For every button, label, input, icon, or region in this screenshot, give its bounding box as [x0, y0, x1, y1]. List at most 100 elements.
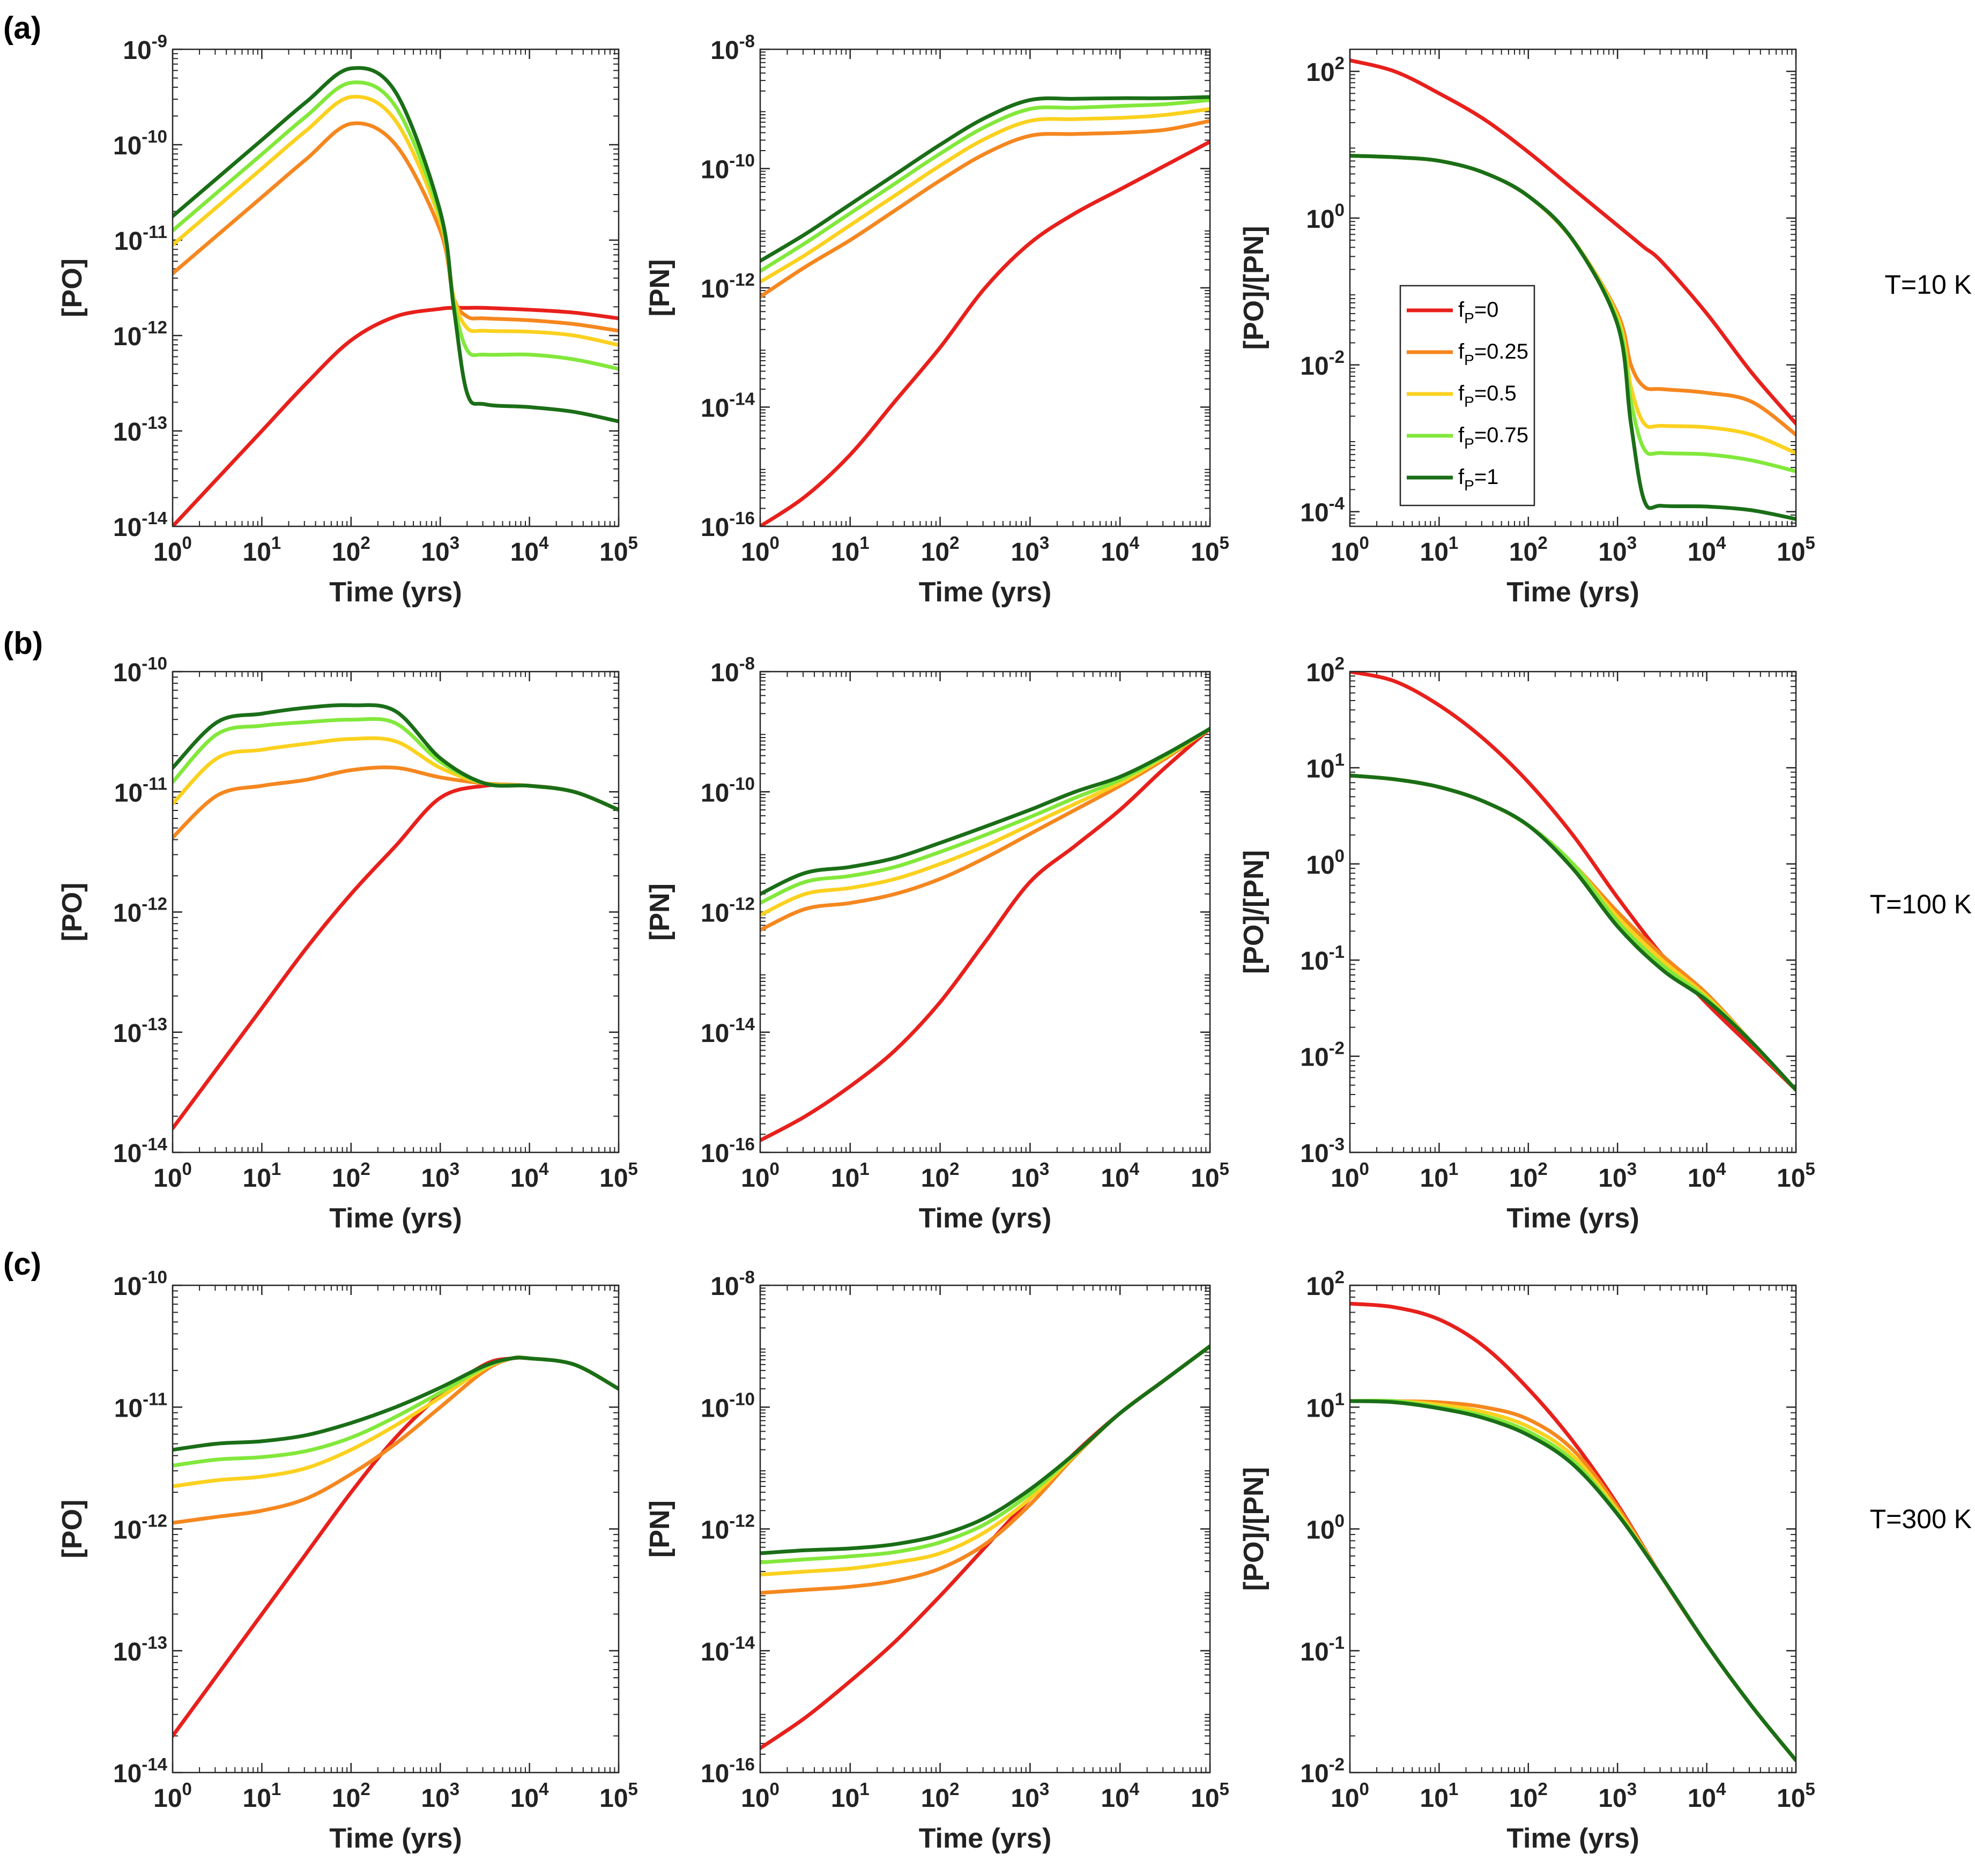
series-line-fP-0-5: [1350, 773, 1796, 1092]
x-tick-label: 100: [741, 1779, 779, 1813]
y-tick-label: 10-12: [701, 894, 755, 928]
minor-ticks: [1350, 1285, 1796, 1773]
series-line-fP-1: [760, 1344, 1210, 1555]
x-tick-label: 102: [1509, 1779, 1548, 1813]
y-axis-label: [PO]: [57, 883, 88, 942]
x-tick-label: 103: [1598, 1159, 1637, 1193]
x-tick-label: 105: [1777, 533, 1815, 567]
plot-b-2: 100 101 102 103 104 105 10-16 10-14 10-12 10-10 10…: [644, 653, 1229, 1234]
y-tick-label: 10-1: [1300, 942, 1345, 976]
series-lines: [760, 727, 1210, 1143]
x-axis-label: Time (yrs): [329, 1203, 462, 1234]
series-lines: [1350, 672, 1796, 1092]
series-line-fP-0-25: [760, 727, 1210, 932]
x-tick-label: 103: [1598, 1779, 1637, 1813]
x-tick-label: 101: [831, 1779, 870, 1813]
x-axis-label: Time (yrs): [1506, 1203, 1639, 1234]
major-ticks: [1349, 671, 1797, 1153]
major-ticks: [172, 671, 620, 1153]
panel-labels: (a) (b) (c): [3, 11, 43, 1282]
series-line-fP-0-25: [173, 121, 619, 333]
x-tick-label: 105: [1777, 1159, 1815, 1193]
y-tick-label: 10-13: [113, 413, 167, 446]
x-tick-label: 104: [1101, 1159, 1139, 1193]
y-axis-label: [PO]/[PN]: [1238, 226, 1269, 349]
series-line-fP-0: [173, 1356, 619, 1738]
y-tick-label: 10-16: [701, 1134, 755, 1168]
series-line-fP-0-5: [173, 94, 619, 347]
series-line-fP-0-75: [173, 717, 619, 812]
series-line-fP-1: [760, 727, 1210, 896]
x-tick-label: 104: [1688, 1779, 1726, 1813]
series-line-fP-0-5: [760, 1344, 1210, 1577]
axes-frame: [1349, 671, 1797, 1153]
y-tick-label: 10-4: [1300, 494, 1345, 527]
legend-entry: fP=0.5: [1458, 382, 1517, 410]
y-tick-label: 10-12: [113, 1511, 167, 1545]
x-tick-label: 105: [599, 1159, 638, 1193]
x-tick-label: 103: [421, 1159, 459, 1193]
x-tick-label: 101: [831, 533, 870, 567]
y-axis-label: [PO]: [57, 258, 88, 317]
y-tick-label: 10-12: [701, 270, 755, 303]
x-axis-label: Time (yrs): [329, 577, 462, 608]
series-line-fP-0-25: [760, 119, 1210, 299]
series-line-fP-1: [760, 95, 1210, 263]
x-tick-label: 105: [599, 533, 638, 567]
y-tick-label: 10-8: [710, 31, 755, 65]
panel-label: (b): [3, 626, 43, 661]
y-tick-label: 10-11: [114, 773, 167, 807]
y-tick-label: 10-11: [114, 1389, 167, 1423]
y-tick-label: 10-10: [113, 653, 167, 687]
series-line-fP-0-75: [173, 80, 619, 371]
row-temperature-label: T=100 K: [1870, 889, 1972, 919]
series-line-fP-0-25: [173, 765, 619, 839]
y-tick-label: 10-13: [113, 1014, 167, 1048]
x-tick-label: 104: [1101, 1779, 1139, 1813]
y-tick-label: 102: [1306, 53, 1345, 87]
series-line-fP-0: [760, 139, 1210, 526]
minor-ticks: [173, 672, 619, 1152]
minor-ticks: [1350, 49, 1796, 526]
x-tick-label: 101: [1420, 1779, 1459, 1813]
x-tick-label: 103: [1598, 533, 1637, 567]
y-axis-label: [PO]/[PN]: [1238, 1467, 1269, 1591]
x-tick-label: 102: [1509, 1159, 1548, 1193]
x-tick-label: 101: [243, 533, 281, 567]
y-tick-label: 10-12: [113, 317, 167, 351]
x-tick-label: 105: [1777, 1779, 1815, 1813]
x-axis-label: Time (yrs): [919, 577, 1052, 608]
minor-ticks: [760, 672, 1210, 1152]
series-lines: [760, 1344, 1210, 1751]
y-tick-label: 100: [1306, 200, 1345, 234]
y-tick-label: 10-13: [113, 1633, 167, 1666]
series-line-fP-0-5: [760, 727, 1210, 917]
x-axis-label: Time (yrs): [329, 1823, 462, 1854]
series-line-fP-0: [1350, 1301, 1796, 1762]
y-tick-label: 10-9: [123, 31, 167, 65]
x-tick-label: 102: [332, 1779, 370, 1813]
y-tick-label: 10-14: [701, 1633, 755, 1666]
y-tick-label: 10-3: [1300, 1134, 1345, 1168]
plot-a-1: 100 101 102 103 104 105 10-14 10-13 10-12 10-11 10…: [57, 31, 638, 608]
y-tick-label: 10-16: [701, 508, 755, 542]
x-axis-label: Time (yrs): [919, 1823, 1052, 1854]
x-tick-label: 100: [1331, 533, 1369, 567]
x-tick-label: 102: [921, 1159, 960, 1193]
series-lines: [1350, 58, 1796, 521]
series-line-fP-0-75: [173, 1356, 619, 1468]
minor-ticks: [173, 49, 619, 526]
plot-a-3: 100 101 102 103 104 105 10-4 10-2 100 102 Time (yr…: [1238, 48, 1815, 608]
series-line-fP-0-5: [173, 736, 619, 812]
y-tick-label: 10-10: [701, 773, 755, 807]
major-ticks: [1349, 1284, 1797, 1774]
x-tick-label: 105: [1191, 1779, 1229, 1813]
y-tick-label: 10-12: [701, 1511, 755, 1545]
series-line-fP-0-75: [1350, 773, 1796, 1092]
y-tick-label: 101: [1306, 1389, 1345, 1423]
x-tick-label: 101: [1420, 533, 1459, 567]
y-tick-label: 10-2: [1300, 1754, 1345, 1788]
x-tick-label: 105: [599, 1779, 638, 1813]
y-tick-label: 102: [1306, 1267, 1345, 1301]
